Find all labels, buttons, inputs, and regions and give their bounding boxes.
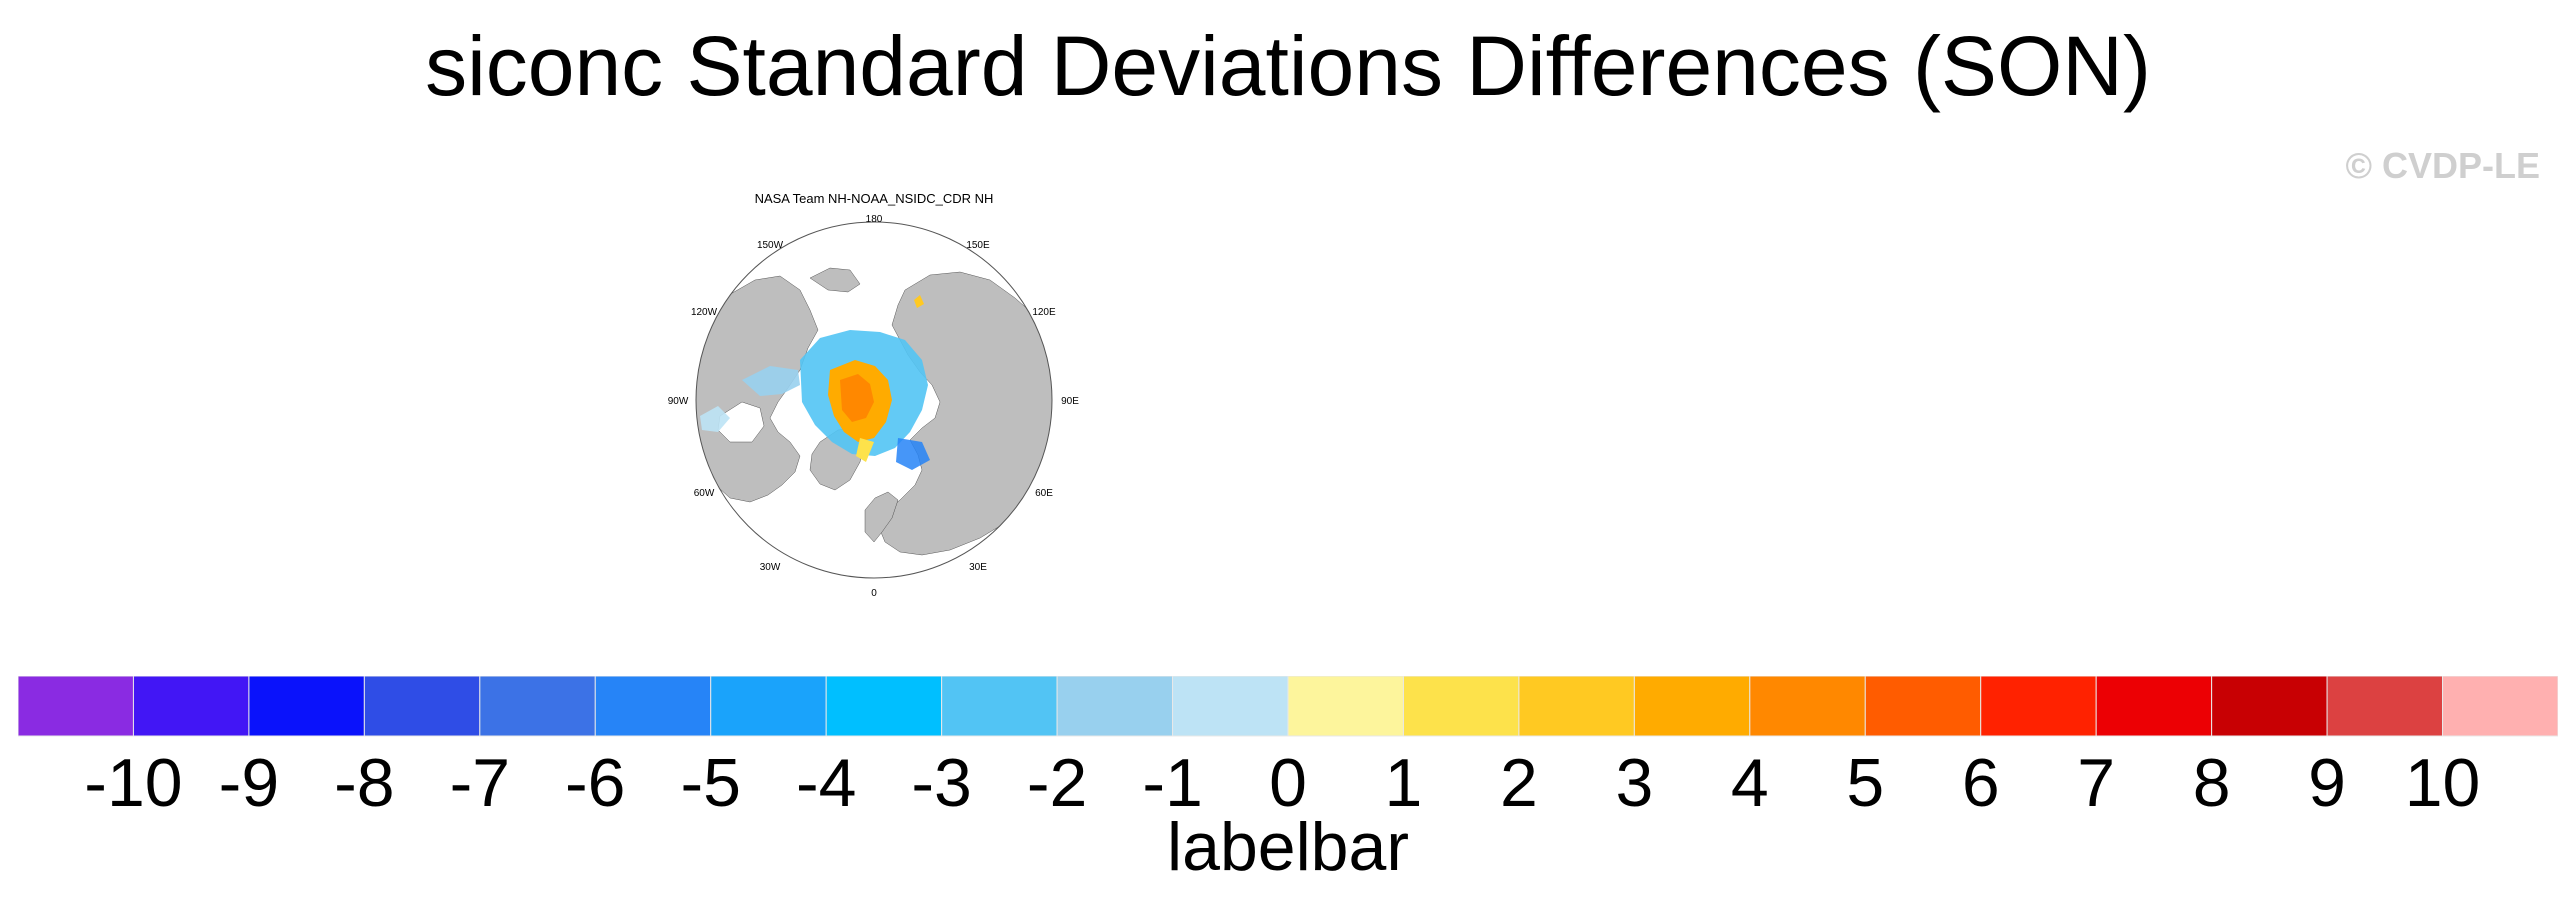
colorbar-tick-label: -6 [565, 745, 625, 816]
colorbar-box [1287, 676, 1404, 737]
colorbar-tick-label: 4 [1731, 745, 1769, 816]
colorbar-box [594, 676, 712, 737]
colorbar-tick-label: -9 [219, 745, 279, 816]
colorbar-tick-label: -4 [796, 745, 856, 816]
colorbar-box [1402, 676, 1520, 737]
colorbar-box [2326, 676, 2444, 737]
lon-label-90w: 90W [668, 396, 689, 407]
colorbar-box [18, 676, 134, 737]
lon-label-30w: 30W [760, 562, 781, 573]
colorbar-box [479, 676, 596, 737]
colorbar-tick-label: -7 [450, 745, 510, 816]
colorbar-title: labelbar [1167, 809, 1409, 885]
colorbar-box [2095, 676, 2213, 737]
colorbar-tick-label: -5 [680, 745, 740, 816]
lon-label-120w: 120W [691, 307, 718, 318]
colorbar-tick-label: 3 [1615, 745, 1653, 816]
colorbar-box [1172, 676, 1289, 737]
colorbar-box [1633, 676, 1751, 737]
colorbar-box [2442, 676, 2558, 737]
colorbar-tick-label: -2 [1027, 745, 1087, 816]
lon-label-60e: 60E [1035, 488, 1053, 499]
field-chukchi [914, 295, 924, 308]
lon-label-60w: 60W [694, 488, 715, 499]
map-boundary [695, 221, 1053, 579]
colorbar-tick-label: 0 [1269, 745, 1307, 816]
colorbar-box [248, 676, 365, 737]
colorbar-tick-label: 1 [1385, 745, 1423, 816]
colorbar-box [1749, 676, 1866, 737]
colorbar-tick-label: 10 [2405, 745, 2481, 816]
colorbar-tick-label: 5 [1846, 745, 1884, 816]
colorbar-box [710, 676, 827, 737]
field-positive-light [856, 438, 874, 462]
land-alaska [809, 267, 861, 293]
field-positive-core [840, 374, 874, 422]
field-barents [896, 438, 930, 470]
colorbar-tick-label: -1 [1142, 745, 1202, 816]
polar-map-panel: NASA Team NH-NOAA_NSIDC_CDR NH 180 150E … [668, 191, 1080, 599]
lon-label-90e: 90E [1061, 396, 1079, 407]
field-light-negative-2 [700, 406, 730, 432]
colorbar-box [132, 676, 250, 737]
colorbar: -10 -9 -8 -7 -6 -5 -4 -3 -2 -1 0 1 2 3 4 5 6 7 8 9 10 [18, 676, 2558, 816]
colorbar-tick-label: 7 [2077, 745, 2115, 816]
field-light-negative [742, 366, 800, 396]
colorbar-tick-label: 6 [1962, 745, 2000, 816]
colorbar-box [1518, 676, 1635, 737]
figure-title: siconc Standard Deviations Differences (… [425, 19, 2151, 113]
lon-label-150w: 150W [757, 240, 784, 251]
colorbar-box [825, 676, 943, 737]
colorbar-box [941, 676, 1058, 737]
colorbar-tick-label: -3 [911, 745, 971, 816]
lon-label-30e: 30E [969, 562, 987, 573]
hudson-bay [717, 401, 765, 443]
colorbar-box [363, 676, 481, 737]
lon-label-150e: 150E [966, 240, 990, 251]
credit-watermark: © CVDP-LE [2345, 145, 2540, 186]
colorbar-box [1864, 676, 1982, 737]
land-scandinavia [864, 491, 899, 543]
colorbar-tick-label: -10 [84, 745, 182, 816]
colorbar-tick-label: -8 [334, 745, 394, 816]
colorbar-box [1056, 676, 1174, 737]
colorbar-tick-label: 2 [1500, 745, 1538, 816]
lon-label-180: 180 [866, 214, 883, 225]
lon-label-0: 0 [871, 588, 877, 599]
colorbar-box [1980, 676, 2097, 737]
map-panel-title: NASA Team NH-NOAA_NSIDC_CDR NH [755, 191, 994, 206]
colorbar-box [2211, 676, 2328, 737]
colorbar-tick-label: 8 [2193, 745, 2231, 816]
colorbar-tick-label: 9 [2308, 745, 2346, 816]
lon-label-120e: 120E [1032, 307, 1056, 318]
